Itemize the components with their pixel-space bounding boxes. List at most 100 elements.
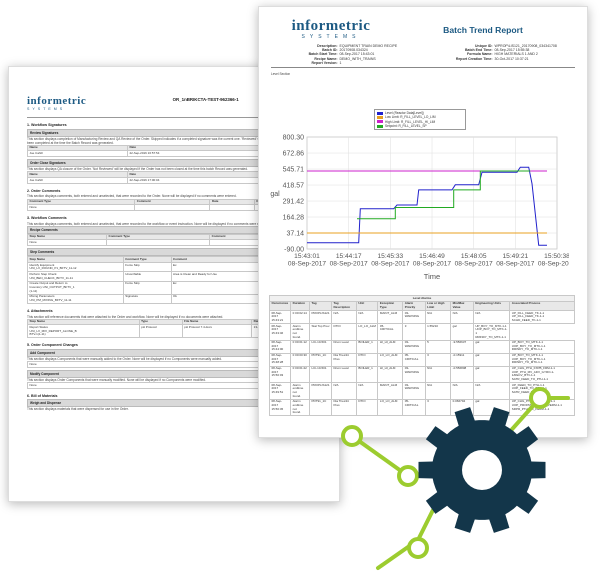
record-table: Name Date Joe Cahill 22-Sep-2016 17:00:04 [27, 171, 325, 184]
table-cell [106, 239, 211, 247]
meta-value: 20170908.034324 [339, 48, 368, 53]
meta-value: 08-Sep-2017 15:55:38 [494, 48, 530, 53]
table-cell: Mixing Parameters UNI_PM_MIXING_BFTV_11-… [27, 293, 124, 305]
x-tick-label: 15:49:21 [502, 253, 528, 260]
table-cell: -0.15911 [450, 352, 474, 367]
meta-value: EQUIPMENT TRAIN DEMO RECIPE [339, 44, 398, 48]
table-cell: 08-Sep-2017 15:43:46 [268, 323, 292, 341]
back-brand-sub: SYSTEMS [27, 107, 66, 111]
table-cell: LIC-10-501 [308, 339, 333, 354]
meta-label: Batch Start Time: [308, 52, 338, 57]
alarm-header-cell: Exception Type [377, 300, 404, 312]
table-cell: 1.55210 [424, 323, 452, 341]
meta-row: Batch Start Time: 08-Sep-2017 15:43:01 [271, 52, 420, 56]
table-cell: N/A [331, 310, 357, 325]
y-tick-label: 418.57 [283, 183, 305, 190]
section-title: 1. Workflow Signatures [27, 123, 67, 127]
front-doc-header: informetric SYSTEMS Batch Trend Report [271, 19, 575, 41]
table-cell: 5 [424, 339, 452, 354]
back-doc-divider [27, 117, 325, 118]
table-cell: Ex [170, 261, 262, 273]
table-cell: 05- CRITICAL [402, 352, 426, 367]
alarm-header-cell: Alarm Priority [402, 300, 426, 312]
table-cell: Dia Tires34 Pres [331, 398, 357, 417]
y-axis-label: gal [270, 191, 280, 198]
table-cell: Joe Cahill [27, 150, 128, 158]
table-cell [209, 204, 255, 212]
table-cell: 03- WARNING [402, 339, 426, 354]
table-cell: Alarm endtime not found. [290, 398, 310, 417]
table-cell: 08-Sep-2017 15:44:00 [268, 339, 292, 354]
back-doc-id: OR_1nBRIKCTA-TEST-962366-1 [172, 97, 239, 102]
table-cell: -9.556637 [450, 339, 474, 354]
table-cell: 08-Sep-2017 15:49:51 [268, 382, 292, 400]
table-cell: Drum Level [331, 365, 357, 384]
x-tick-label: 15:48:05 [461, 253, 487, 260]
alarm-header-cell: Low or High Limit [424, 300, 452, 312]
meta-value: DEMO_WITH_TRAINS [339, 56, 376, 61]
alarm-header-cell: Min/Max Value [450, 300, 474, 312]
table-cell [134, 204, 211, 212]
meta-value: 1 [339, 60, 342, 65]
x-tick-label: 08-Sep-2017 [330, 261, 368, 268]
table-cell: 0 00:01:22 [290, 365, 310, 384]
legend-label: High Limit: R_FILL_LEVEL_HI_LIM [385, 119, 436, 124]
front-doc-divider [271, 67, 575, 69]
legend-entry: High Limit: R_FILL_LEVEL_HI_LIM [377, 120, 463, 124]
alarm-header-cell: Engineering Units [472, 300, 511, 312]
chart-caption: Level Section [271, 72, 291, 77]
table-cell: DTIO [355, 398, 379, 417]
back-doc-header: informetric SYSTEMS OR_1nBRIKCTA-TEST-96… [27, 95, 325, 111]
table-cell: Stat Top Prev [308, 323, 333, 341]
x-tick-label: 08-Sep-2017 [455, 261, 493, 268]
meta-label: Formula Name: [467, 52, 493, 57]
meta-label: Description: [317, 44, 338, 48]
meta-row: Description: EQUIPMENT TRAIN DEMO RECIPE [271, 44, 420, 48]
table-cell: None [26, 204, 136, 212]
connector-line [416, 498, 440, 542]
meta-label: Batch End Time: [464, 48, 493, 53]
alarm-header-cell: Tag [308, 300, 333, 312]
table-row: 08-Sep-2017 15:50:03 0 00:01:22 LIC-10-501… [268, 365, 575, 384]
table-cell: PDT91_1C [308, 398, 333, 417]
meta-label: Recipe Name: [314, 56, 338, 61]
table-cell: Signature [122, 293, 172, 305]
table-cell: N/A [450, 382, 474, 400]
table-cell: 03- WARNING [402, 310, 426, 325]
x-tick-label: 08-Sep-2017 [413, 261, 451, 268]
table-cell: 08-Sep-2017 15:50:03 [268, 365, 292, 384]
report-meta-left: Description: EQUIPMENT TRAIN DEMO RECIPE B… [271, 44, 420, 65]
meta-label: Batch ID: [322, 48, 338, 53]
table-cell: LO_LO_ALM [355, 323, 379, 341]
table-cell: UP_BOY_TO_MTK-1-1 UOP_BOY_TO_MTK-1-1 RRI… [509, 352, 575, 367]
table-cell: Ex [170, 280, 262, 295]
table-cell: 08-Sep-2017 15:50:45 [268, 398, 292, 417]
x-tick-label: 15:44:17 [336, 253, 362, 260]
table-cell: MAINT_ALM [377, 310, 404, 325]
alarm-header-cell: Occurrence [268, 300, 292, 312]
meta-value: 08-Sep-2017 15:43:01 [339, 52, 375, 57]
alarm-header-cell: Duration [290, 300, 310, 312]
table-row: 08-Sep-2017 15:50:45 Alarm endtime not fo… [268, 398, 575, 417]
alarm-header-cell: Unit [355, 300, 379, 312]
y-tick-label: 164.28 [283, 215, 305, 222]
report-meta-right: Unique ID: WPROP\LIS121_20170908_03434170… [426, 44, 575, 65]
series-line [357, 170, 531, 220]
table-row: 08-Sep-2017 15:49:51 Alarm endtime not fo… [268, 382, 575, 400]
y-tick-label: 800.30 [283, 135, 305, 142]
legend-label: Setpoint: R_FILL_LEVEL_SP [385, 123, 427, 128]
alarm-header-cell: Associated Process [509, 300, 575, 312]
table-cell: LIC-10-501 [308, 365, 333, 384]
table-cell: 0 00:00:30 [290, 352, 310, 367]
section-title: 6. Bill of Materials [27, 393, 58, 398]
x-axis-label: Time [424, 272, 440, 281]
y-tick-label: 37.14 [286, 231, 304, 238]
legend-label: Low Limit: R_FILL_LEVEL_LO_LIM [385, 115, 436, 120]
table-row: 08-Sep-2017 15:44:00 0 00:01:12 LIC-10-501… [268, 339, 575, 354]
table-cell: Joe Cahill [27, 177, 128, 184]
table-cell: N/A [424, 365, 452, 384]
table-row: 08-Sep-2017 15:48:28 0 00:00:30 PDT91_1C Di… [268, 352, 575, 367]
table-row: 08-Sep-2017 15:43:46 Alarm endtime not fo… [268, 323, 575, 341]
table-cell: UP_CHG_PTH_FXPB_FRM-1-1 UOP_PROPMT_PTH_T… [509, 398, 575, 417]
table-cell: gal [472, 352, 511, 367]
